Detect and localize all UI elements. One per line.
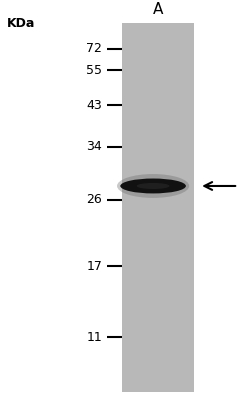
Text: 34: 34 [86,140,102,153]
Text: 11: 11 [86,331,102,344]
Text: 17: 17 [86,260,102,273]
Text: 43: 43 [86,99,102,112]
Ellipse shape [120,178,186,194]
Text: 72: 72 [86,42,102,55]
FancyBboxPatch shape [122,23,194,392]
Ellipse shape [117,174,189,198]
Text: A: A [153,2,163,17]
Text: 26: 26 [86,193,102,206]
Text: KDa: KDa [7,17,36,30]
Ellipse shape [137,183,170,189]
Text: 55: 55 [86,64,102,77]
